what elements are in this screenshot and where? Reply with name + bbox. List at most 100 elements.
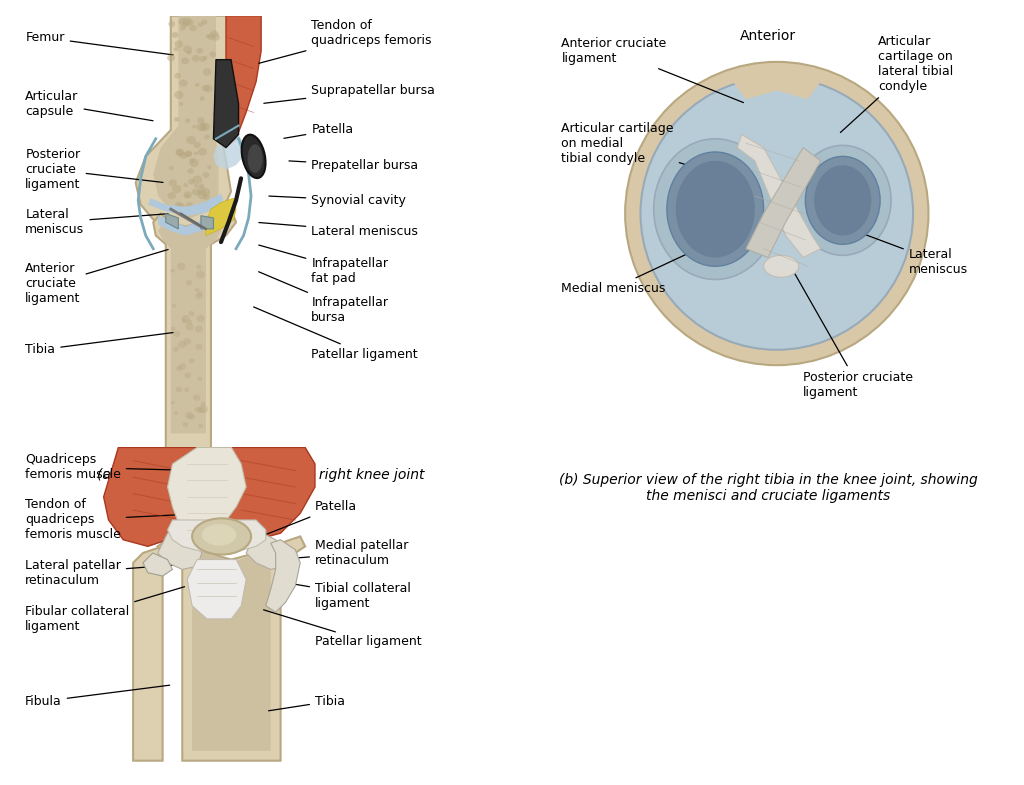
Circle shape [210, 51, 216, 57]
Circle shape [198, 407, 205, 413]
Circle shape [184, 388, 189, 392]
Text: Patella: Patella [263, 500, 357, 535]
Circle shape [210, 30, 218, 38]
Text: Tendon of
quadriceps femoris: Tendon of quadriceps femoris [259, 20, 432, 64]
Circle shape [170, 268, 175, 272]
Circle shape [202, 20, 208, 25]
Polygon shape [168, 447, 246, 540]
Circle shape [174, 117, 179, 122]
Circle shape [195, 326, 203, 332]
Circle shape [198, 186, 205, 192]
Circle shape [176, 150, 183, 156]
Polygon shape [246, 530, 291, 569]
Polygon shape [133, 546, 172, 761]
Text: Prepatellar bursa: Prepatellar bursa [289, 159, 419, 172]
Ellipse shape [764, 255, 799, 277]
Circle shape [186, 136, 196, 144]
Circle shape [185, 119, 190, 123]
Circle shape [168, 21, 175, 27]
Circle shape [202, 85, 209, 91]
Circle shape [203, 172, 209, 178]
Circle shape [174, 47, 179, 51]
Circle shape [209, 206, 216, 212]
Circle shape [203, 194, 210, 200]
Circle shape [171, 327, 175, 330]
Circle shape [176, 386, 182, 392]
Circle shape [196, 344, 203, 350]
Circle shape [204, 208, 209, 212]
Circle shape [201, 188, 210, 196]
Circle shape [183, 191, 191, 199]
Circle shape [174, 40, 183, 48]
Circle shape [189, 159, 199, 167]
Polygon shape [135, 16, 236, 231]
Text: Posterior
cruciate
ligament: Posterior cruciate ligament [26, 148, 163, 191]
Circle shape [625, 62, 929, 365]
Polygon shape [737, 134, 821, 257]
Circle shape [172, 184, 181, 193]
Circle shape [185, 323, 194, 330]
Circle shape [191, 188, 200, 195]
Circle shape [199, 424, 203, 428]
Text: (a) Sagittal section through the right knee joint: (a) Sagittal section through the right k… [97, 469, 425, 483]
Ellipse shape [193, 518, 251, 554]
Circle shape [172, 304, 176, 308]
Polygon shape [158, 536, 305, 761]
Ellipse shape [202, 524, 237, 546]
Circle shape [172, 32, 178, 38]
Text: Suprapatellar bursa: Suprapatellar bursa [264, 84, 435, 104]
Circle shape [641, 77, 913, 350]
Circle shape [184, 194, 189, 199]
Circle shape [191, 55, 200, 62]
Text: Patella: Patella [284, 123, 353, 138]
Polygon shape [103, 447, 197, 546]
Circle shape [198, 22, 204, 27]
Ellipse shape [248, 144, 262, 173]
Circle shape [189, 25, 197, 31]
Circle shape [174, 411, 178, 414]
Circle shape [173, 331, 180, 337]
Circle shape [179, 79, 187, 87]
Circle shape [180, 26, 185, 31]
Circle shape [181, 315, 189, 323]
Circle shape [176, 366, 182, 371]
Text: Lateral meniscus: Lateral meniscus [259, 222, 418, 238]
Circle shape [185, 412, 194, 419]
Circle shape [175, 148, 184, 156]
Text: Anterior
cruciate
ligament: Anterior cruciate ligament [26, 250, 168, 305]
Circle shape [195, 83, 200, 87]
Polygon shape [187, 560, 246, 619]
Circle shape [171, 400, 175, 404]
Text: Fibula: Fibula [25, 685, 170, 708]
Text: Quadriceps
femoris muscle: Quadriceps femoris muscle [25, 453, 195, 481]
Circle shape [198, 291, 203, 295]
Circle shape [196, 293, 203, 299]
Circle shape [186, 50, 191, 55]
Circle shape [189, 158, 196, 163]
Ellipse shape [242, 135, 265, 178]
Polygon shape [159, 209, 226, 235]
Circle shape [174, 91, 183, 99]
Circle shape [182, 17, 191, 26]
Polygon shape [154, 209, 236, 455]
Circle shape [195, 184, 199, 188]
Circle shape [186, 319, 193, 324]
Circle shape [185, 151, 193, 157]
Circle shape [200, 97, 205, 100]
Ellipse shape [653, 139, 777, 279]
Circle shape [204, 134, 210, 140]
Circle shape [200, 405, 208, 413]
Polygon shape [746, 148, 821, 257]
Text: Medial patellar
retinaculum: Medial patellar retinaculum [279, 539, 409, 567]
Polygon shape [172, 543, 291, 750]
Circle shape [186, 203, 194, 208]
Text: Fibular collateral
ligament: Fibular collateral ligament [25, 586, 184, 633]
Circle shape [178, 363, 186, 370]
Polygon shape [206, 198, 236, 236]
Circle shape [184, 373, 191, 378]
Polygon shape [148, 194, 223, 216]
Polygon shape [143, 553, 172, 576]
Circle shape [179, 152, 187, 159]
Circle shape [203, 56, 208, 60]
Circle shape [182, 23, 188, 27]
